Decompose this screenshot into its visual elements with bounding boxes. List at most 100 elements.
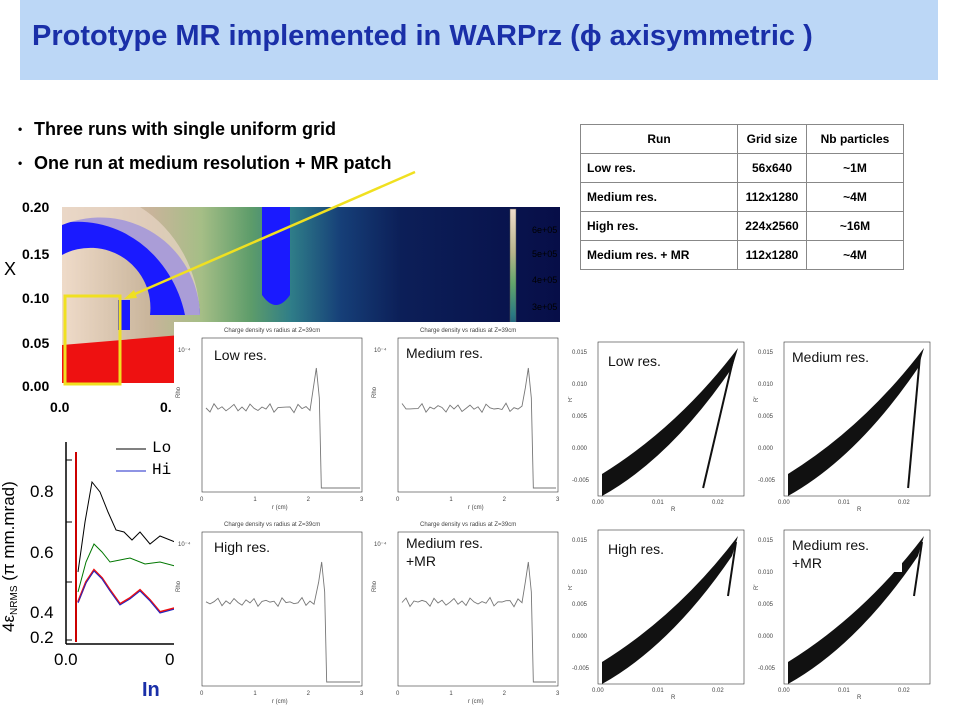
phase-y-tick: 0.000: [758, 634, 774, 640]
density-panel-title: Charge density vs radius at Z=39cm: [224, 328, 320, 334]
emittance-plot-image: 4εNRMS (π mm.mrad): [0, 442, 190, 645]
table-row: Medium res. 112x1280 ~4M: [580, 182, 904, 212]
phase-y-tick: 0.015: [758, 538, 774, 544]
phase-y-label: R': [754, 397, 760, 402]
table-cell: 112x1280: [737, 182, 807, 212]
density-frame: [201, 531, 363, 687]
phase-distribution: [602, 348, 738, 496]
bullet-text: One run at medium resolution + MR patch: [34, 153, 392, 173]
density-x-tick: 0: [200, 497, 204, 503]
bullet-list: • Three runs with single uniform grid • On…: [18, 112, 392, 180]
density-y-label: Rho: [372, 386, 378, 398]
phase-y-tick: 0.010: [572, 382, 588, 388]
phase-y-tick: 0.005: [572, 414, 588, 420]
colorbar-tick: 4e+05: [532, 275, 557, 285]
legend-entry: Lo: [152, 439, 172, 457]
density-plots-image: Charge density vs radius at Z=39cm Rho 10⁻…: [176, 328, 560, 705]
phase-x-tick: 0.00: [592, 500, 604, 506]
phase-y-tick: -0.005: [572, 478, 590, 484]
phase-plots-image: R R' 0.00 0.01 0.02 0.015 0.010 0.005 0.000 -0.00…: [568, 341, 931, 701]
density-x-label: r (cm): [468, 505, 484, 511]
density-scale: 10⁻⁴: [374, 347, 387, 354]
density-y-label: Rho: [372, 580, 378, 592]
phase-y-tick: 0.015: [758, 350, 774, 356]
phase-y-tick: 0.005: [758, 602, 774, 608]
phase-x-tick: 0.01: [652, 500, 664, 506]
table-cell: 56x640: [737, 153, 807, 183]
phase-distribution: [788, 348, 924, 496]
caption-fragment: In: [142, 679, 160, 701]
bullet-item: • One run at medium resolution + MR patch: [18, 153, 392, 173]
density-x-tick: 0: [200, 691, 204, 697]
x-tick: 0: [165, 650, 175, 669]
table-cell: 224x2560: [737, 211, 807, 241]
density-curve: [401, 367, 556, 489]
phase-y-label: R': [754, 585, 760, 590]
density-curve: [401, 561, 556, 683]
density-x-tick: 1: [253, 497, 257, 503]
y-tick: 0.20: [22, 199, 50, 215]
table-row: Medium res. + MR 112x1280 ~4M: [580, 240, 904, 270]
phase-frame: [783, 529, 931, 685]
legend-entry: Hi: [152, 461, 172, 479]
phase-label: High res.: [608, 540, 665, 558]
y-tick: 0.2: [30, 628, 54, 647]
phase-frame: [597, 341, 745, 497]
density-label: Medium res.: [406, 344, 484, 362]
phase-filament: [913, 541, 923, 597]
phase-y-tick: 0.005: [572, 602, 588, 608]
density-x-tick: 2: [503, 497, 507, 503]
density-x-tick: 0: [396, 691, 400, 697]
density-label: High res.: [214, 538, 271, 556]
density-plots: Charge density vs radius at Z=39cm Rho 10⁻…: [174, 322, 568, 708]
phase-filament: [702, 355, 735, 489]
table-header: Run: [580, 124, 738, 154]
phase-y-tick: 0.015: [572, 350, 588, 356]
phase-x-tick: 0.00: [778, 688, 790, 694]
bullet-text: Three runs with single uniform grid: [34, 119, 337, 139]
table-cell: High res.: [580, 211, 738, 241]
density-x-label: r (cm): [468, 699, 484, 705]
phase-x-label: R: [671, 695, 676, 701]
phase-y-tick: 0.000: [572, 634, 588, 640]
table-header-row: Run Grid size Nb particles: [580, 124, 904, 154]
phase-x-tick: 0.01: [838, 688, 850, 694]
density-x-tick: 2: [307, 691, 311, 697]
density-x-tick: 1: [253, 691, 257, 697]
phase-y-tick: 0.010: [572, 570, 588, 576]
phase-x-label: R: [857, 695, 862, 701]
density-x-tick: 2: [503, 691, 507, 697]
x-tick: 0.0: [50, 399, 70, 415]
emittance-plot: 4εNRMS (π mm.mrad) Lo Hi 0.8 0.6 0.4 0.2…: [0, 432, 190, 720]
table-row: High res. 224x2560 ~16M: [580, 211, 904, 241]
density-x-tick: 0: [396, 497, 400, 503]
table-header: Grid size: [737, 124, 807, 154]
phase-y-tick: 0.005: [758, 414, 774, 420]
density-scale: 10⁻⁴: [374, 541, 387, 548]
phase-frame: [783, 341, 931, 497]
phase-filament: [727, 541, 737, 597]
colorbar-tick: 5e+05: [532, 249, 557, 259]
phase-y-tick: -0.005: [758, 478, 776, 484]
density-y-label: Rho: [176, 580, 182, 592]
phase-distribution: [788, 536, 924, 684]
runs-table: Run Grid size Nb particles Low res. 56x6…: [580, 124, 904, 270]
density-x-tick: 2: [307, 497, 311, 503]
density-frame: [201, 337, 363, 493]
density-label: Low res.: [214, 346, 267, 364]
phase-y-tick: -0.005: [758, 666, 776, 672]
colorbar-tick: 6e+05: [532, 225, 557, 235]
table-cell: Low res.: [580, 153, 738, 183]
y-axis-label: 4εNRMS (π mm.mrad): [0, 481, 20, 632]
x-tick: 0.0: [54, 650, 78, 669]
density-label: Medium res. +MR: [406, 534, 516, 570]
density-curve: [205, 367, 360, 489]
colorbar-tick: 3e+05: [532, 302, 557, 312]
y-tick: 0.00: [22, 378, 50, 394]
phase-frame: [597, 529, 745, 685]
phase-y-tick: 0.000: [758, 446, 774, 452]
phase-y-tick: 0.000: [572, 446, 588, 452]
phase-x-tick: 0.01: [652, 688, 664, 694]
density-x-tick: 3: [360, 497, 364, 503]
table-cell: ~4M: [806, 240, 904, 270]
